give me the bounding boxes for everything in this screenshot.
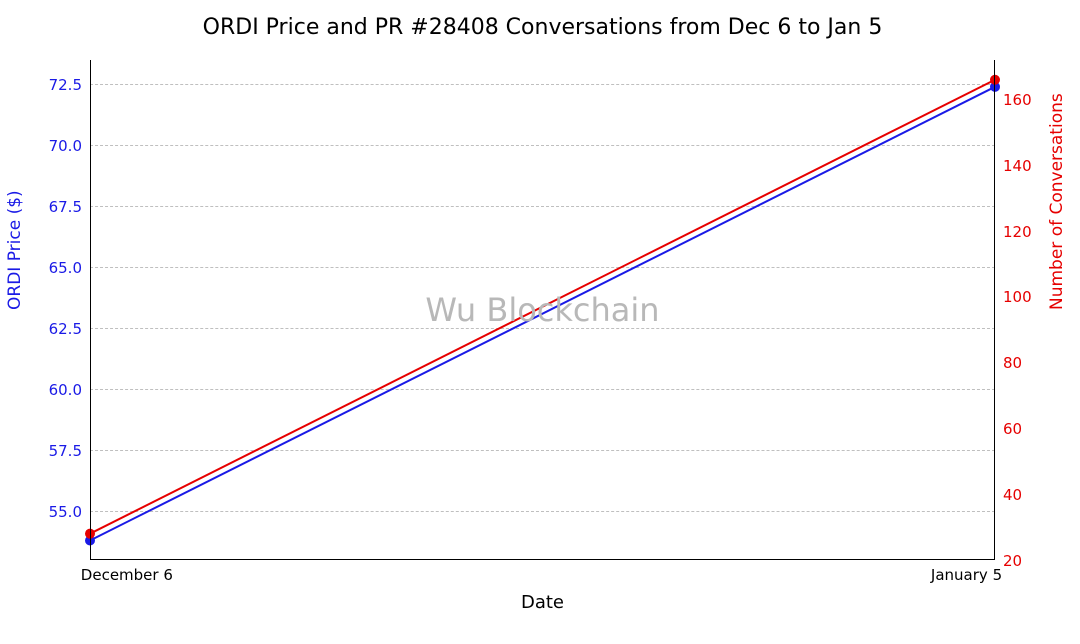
y-left-tick-label: 72.5 [49, 76, 82, 94]
y-left-tick-label: 65.0 [49, 259, 82, 277]
plot-area: Wu Blockchain [90, 60, 995, 560]
y-left-tick-label: 60.0 [49, 381, 82, 399]
y-right-tick-label: 40 [1003, 486, 1022, 504]
y-right-tick-label: 160 [1003, 91, 1032, 109]
y-left-tick-label: 70.0 [49, 137, 82, 155]
x-axis-label: Date [90, 592, 995, 613]
y-left-tick-label: 67.5 [49, 198, 82, 216]
y-right-tick-label: 100 [1003, 288, 1032, 306]
x-tick-label: January 5 [931, 566, 1002, 584]
y-right-tick-label: 60 [1003, 420, 1022, 438]
y-right-tick-label: 80 [1003, 354, 1022, 372]
line-layer [90, 60, 995, 560]
y-left-tick-label: 57.5 [49, 442, 82, 460]
y-right-tick-label: 120 [1003, 223, 1032, 241]
y-right-tick-label: 140 [1003, 157, 1032, 175]
x-tick-label: December 6 [81, 566, 173, 584]
y-left-tick-label: 55.0 [49, 503, 82, 521]
conversations-line [90, 80, 995, 534]
conversations-line-marker [990, 75, 1000, 85]
spine-left [90, 60, 91, 560]
spine-right [994, 60, 995, 560]
y-right-tick-label: 20 [1003, 552, 1022, 570]
y-left-tick-label: 62.5 [49, 320, 82, 338]
chart-figure: ORDI Price and PR #28408 Conversations f… [0, 0, 1080, 644]
spine-bottom [90, 559, 995, 560]
ordi-price-line [90, 87, 995, 541]
chart-title: ORDI Price and PR #28408 Conversations f… [90, 15, 995, 40]
